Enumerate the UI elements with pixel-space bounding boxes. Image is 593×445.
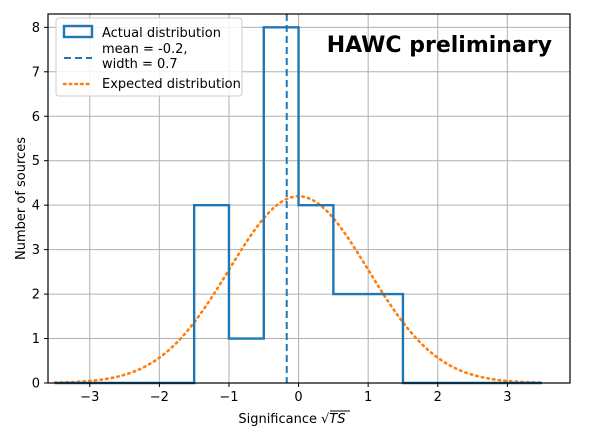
x-axis-label-math: √TS — [321, 412, 345, 427]
x-axis-ticks: −3 −2 −1 0 1 2 3 — [80, 383, 512, 405]
y-axis-label: Number of sources — [14, 137, 29, 260]
y-tick-label: 5 — [32, 154, 40, 169]
plot-area — [53, 14, 544, 385]
x-tick-label: −1 — [219, 390, 238, 405]
legend-box — [55, 17, 243, 97]
y-tick-label: 4 — [32, 199, 40, 214]
y-tick-label: 7 — [32, 65, 40, 80]
legend-swatch-actual — [62, 24, 94, 39]
legend-label-expected: Expected distribution — [102, 77, 241, 92]
annotation-text: HAWC preliminary — [327, 33, 552, 58]
y-tick-label: 1 — [32, 332, 40, 347]
y-tick-label: 8 — [32, 21, 40, 36]
x-tick-label: 3 — [503, 390, 511, 405]
axes-frame — [47, 13, 571, 384]
x-axis-label-text: Significance — [238, 412, 317, 427]
legend-label-actual: Actual distribution — [102, 26, 221, 41]
y-axis-ticks: 0 1 2 3 4 5 6 7 8 — [32, 21, 48, 392]
x-tick-label: 2 — [434, 390, 442, 405]
grid — [48, 14, 570, 384]
actual-distribution-histogram — [54, 26, 543, 385]
y-tick-label: 2 — [32, 288, 40, 303]
y-tick-label: 0 — [32, 377, 40, 392]
x-tick-label: 0 — [294, 390, 302, 405]
legend-label-mean: mean = -0.2, — [102, 42, 188, 57]
x-axis-label: Significance √TS — [238, 410, 350, 427]
y-tick-label: 6 — [32, 110, 40, 125]
x-tick-label: 1 — [364, 390, 372, 405]
x-tick-label: −2 — [150, 390, 169, 405]
legend-label-mean-line2: width = 0.7 — [102, 57, 178, 72]
y-tick-label: 3 — [32, 243, 40, 258]
x-tick-label: −3 — [80, 390, 99, 405]
